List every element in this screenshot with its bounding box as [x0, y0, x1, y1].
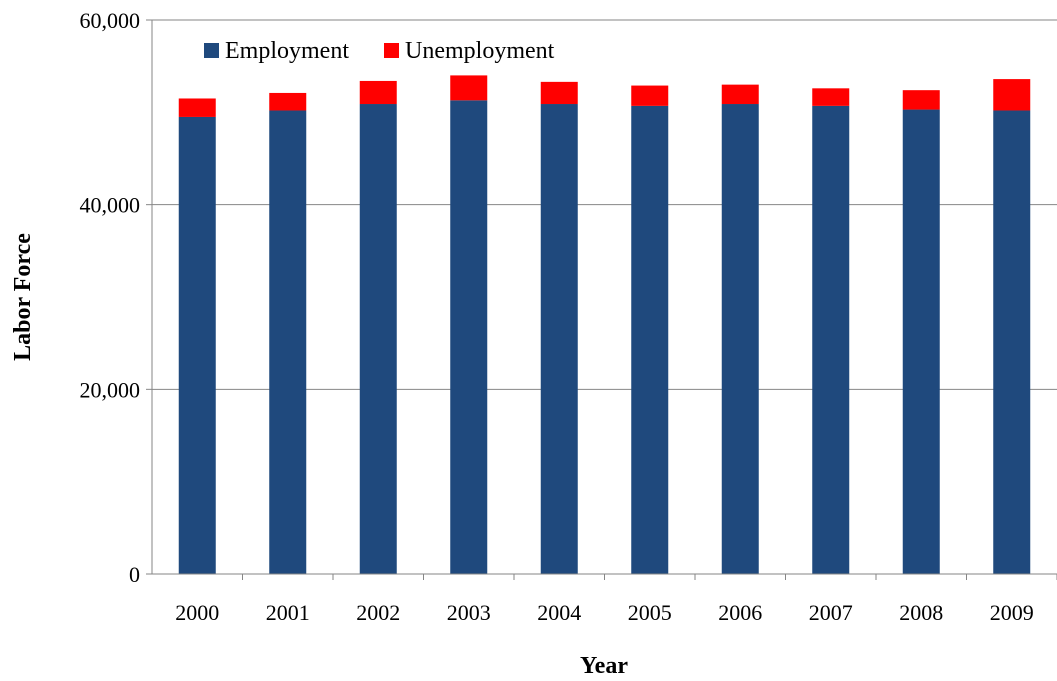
x-tick-labels: 2000 2001 2002 2003 2004 2005 2006 2007 2008 2009 — [175, 600, 1034, 625]
y-tick-labels: 0 20,000 40,000 60,000 — [80, 8, 141, 587]
x-tick-label: 2001 — [266, 600, 310, 625]
x-tick-label: 2002 — [356, 600, 400, 625]
bar-unemployment-2001 — [269, 92, 307, 111]
x-tick-label: 2007 — [809, 600, 853, 625]
y-tick-label: 40,000 — [80, 193, 141, 218]
x-tick-label: 2005 — [628, 600, 672, 625]
bar-employment-2000 — [178, 116, 216, 574]
bar-employment-2001 — [269, 110, 307, 574]
bar-unemployment-2000 — [178, 98, 216, 117]
bar-employment-2002 — [359, 104, 397, 575]
axes — [146, 19, 1057, 580]
bar-unemployment-2005 — [631, 85, 669, 106]
x-tick-label: 2008 — [899, 600, 943, 625]
bar-employment-2006 — [721, 104, 759, 575]
legend-swatch-employment — [204, 43, 219, 58]
y-tick-label: 60,000 — [80, 8, 141, 33]
y-axis-title: Labor Force — [10, 233, 36, 361]
bar-employment-2008 — [902, 109, 940, 575]
bar-unemployment-2003 — [450, 75, 488, 101]
legend: Employment Unemployment — [204, 38, 555, 64]
bars — [178, 75, 1031, 575]
x-tick-label: 2004 — [537, 600, 581, 625]
bar-unemployment-2008 — [902, 90, 940, 110]
bar-employment-2007 — [812, 105, 850, 575]
x-tick-label: 2003 — [447, 600, 491, 625]
bar-employment-2004 — [540, 104, 578, 575]
bar-unemployment-2004 — [540, 81, 578, 105]
bar-unemployment-2006 — [721, 84, 759, 105]
bar-employment-2003 — [450, 100, 488, 574]
bar-unemployment-2009 — [993, 79, 1031, 111]
legend-swatch-unemployment — [384, 43, 399, 58]
bar-unemployment-2007 — [812, 88, 850, 106]
x-axis-title: Year — [580, 653, 628, 679]
bar-employment-2009 — [993, 110, 1031, 574]
bar-unemployment-2002 — [359, 80, 397, 105]
legend-label-unemployment: Unemployment — [405, 38, 555, 64]
y-tick-label: 20,000 — [80, 377, 141, 402]
x-tick-label: 2009 — [990, 600, 1034, 625]
legend-label-employment: Employment — [225, 38, 349, 64]
x-tick-label: 2006 — [718, 600, 762, 625]
bar-employment-2005 — [631, 105, 669, 575]
y-tick-label: 0 — [129, 562, 140, 587]
x-tick-label: 2000 — [175, 600, 219, 625]
